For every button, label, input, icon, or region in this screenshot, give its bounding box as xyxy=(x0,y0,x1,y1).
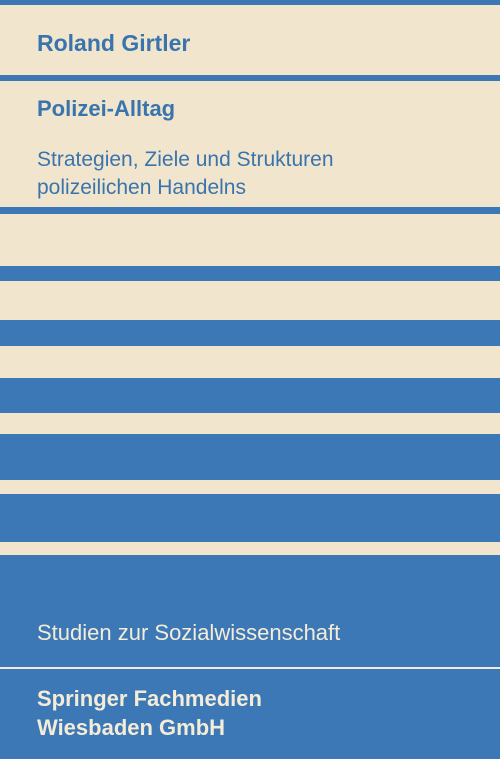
publisher-divider xyxy=(0,667,500,669)
cover-stripe xyxy=(0,494,500,542)
cover-stripe xyxy=(0,320,500,346)
author-name: Roland Girtler xyxy=(37,30,191,56)
cover-stripe xyxy=(0,555,500,759)
series-title: Studien zur Sozialwissenschaft xyxy=(37,620,341,645)
cover-stripe xyxy=(0,266,500,281)
cover-stripe xyxy=(0,434,500,480)
book-title: Polizei-Alltag xyxy=(37,96,176,121)
subtitle-line: polizeilichen Handelns xyxy=(37,176,246,199)
cover-stripe xyxy=(0,0,500,5)
cover-stripe xyxy=(0,378,500,413)
cover-stripe xyxy=(0,207,500,214)
publisher-line: Springer Fachmedien xyxy=(37,686,262,711)
book-subtitle: Strategien, Ziele und Strukturen polizei… xyxy=(37,146,334,202)
subtitle-line: Strategien, Ziele und Strukturen xyxy=(37,148,334,171)
publisher-name: Springer Fachmedien Wiesbaden GmbH xyxy=(37,684,262,742)
cover-stripe xyxy=(0,75,500,81)
publisher-line: Wiesbaden GmbH xyxy=(37,715,226,740)
